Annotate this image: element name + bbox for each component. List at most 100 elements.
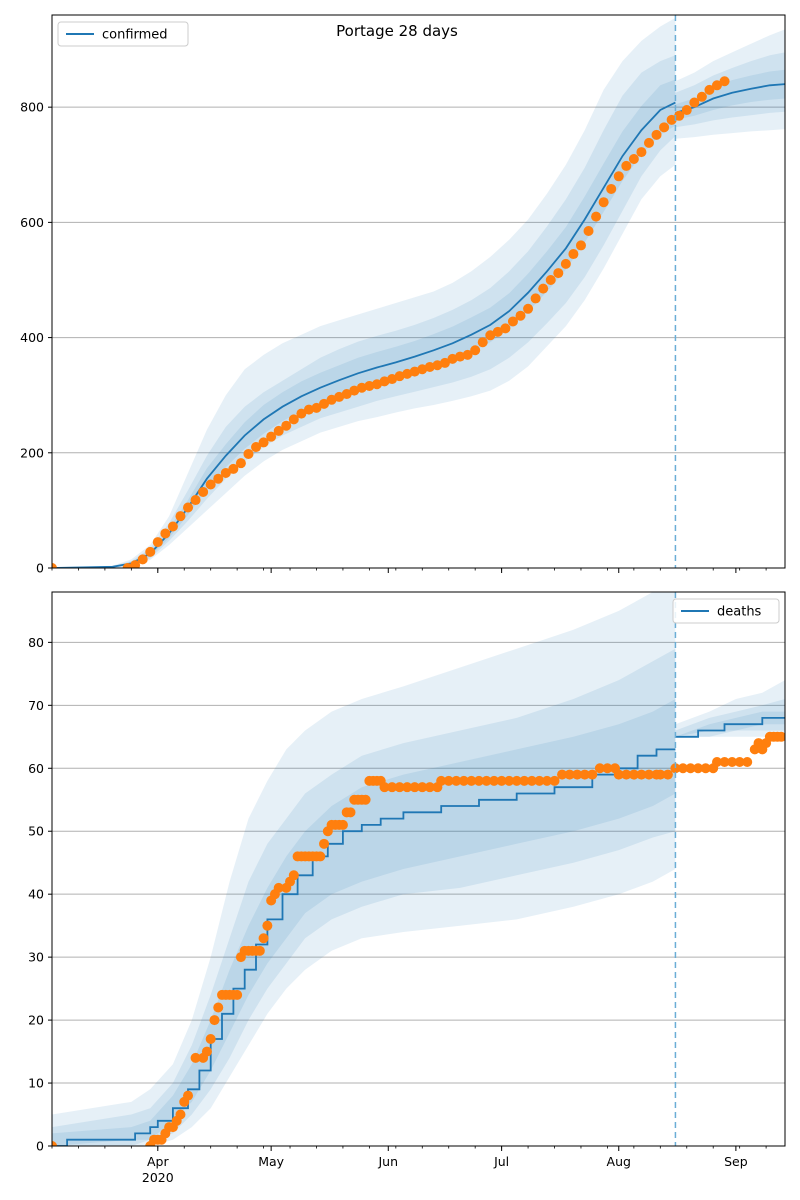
observed-point (655, 769, 666, 780)
observed-point (662, 769, 673, 780)
observed-point (572, 769, 583, 780)
observed-point (273, 882, 284, 893)
observed-point (568, 249, 579, 260)
observed-point (473, 775, 484, 786)
observed-point (258, 437, 269, 448)
observed-point (379, 782, 390, 793)
observed-point (288, 870, 299, 881)
observed-point (613, 171, 624, 182)
observed-point (334, 391, 345, 402)
observed-point (674, 110, 685, 121)
x-tick-label: Aug (607, 1154, 631, 1169)
observed-point (160, 528, 171, 539)
observed-point (500, 323, 511, 334)
observed-point (439, 357, 450, 368)
observed-point (719, 756, 730, 767)
plot-area (52, 17, 785, 568)
observed-point (262, 920, 273, 931)
observed-point (519, 775, 530, 786)
observed-point (602, 763, 613, 774)
y-tick-label: 80 (28, 635, 44, 650)
observed-point (52, 1141, 57, 1146)
observed-point (371, 379, 382, 390)
observed-point (451, 775, 462, 786)
confirmed-panel: 0 200 400 600 800 confirmed (20, 14, 786, 576)
forecast-band-1 (675, 680, 785, 737)
observed-point (636, 769, 647, 780)
observed-point (198, 486, 209, 497)
observed-point (303, 404, 314, 415)
observed-point (205, 1033, 216, 1044)
observed-point (311, 402, 322, 413)
observed-point (515, 310, 526, 321)
observed-point (432, 360, 443, 371)
observed-point (553, 268, 564, 279)
observed-point (466, 775, 477, 786)
observed-point (402, 782, 413, 793)
observed-point (251, 442, 262, 453)
observed-point (643, 769, 654, 780)
y-tick-label: 70 (28, 698, 44, 713)
observed-point (235, 458, 246, 469)
legend-label: confirmed (102, 28, 168, 43)
observed-point (341, 389, 352, 400)
observed-point (583, 226, 594, 237)
observed-point (205, 479, 216, 490)
observed-point (175, 511, 186, 522)
observed-point (598, 197, 609, 208)
y-tick-label: 50 (28, 824, 44, 839)
observed-point (470, 345, 481, 356)
observed-point (560, 258, 571, 269)
observed-point (243, 448, 254, 459)
observed-point (455, 351, 466, 362)
figure-title: Portage 28 days (336, 22, 458, 40)
observed-point (621, 769, 632, 780)
observed-point (507, 316, 518, 327)
legend-label: deaths (717, 605, 762, 620)
y-tick-label: 0 (36, 561, 44, 576)
observed-point (443, 775, 454, 786)
observed-point (409, 782, 420, 793)
observed-point (379, 376, 390, 387)
observed-point (387, 782, 398, 793)
observed-point (481, 775, 492, 786)
observed-point (447, 353, 458, 364)
observed-point (273, 425, 284, 436)
observed-point (315, 851, 326, 862)
observed-point (711, 756, 722, 767)
observed-point (564, 769, 575, 780)
observed-point (670, 763, 681, 774)
y-tick-label: 30 (28, 950, 44, 965)
forecast-band-2 (675, 699, 785, 737)
observed-point (541, 775, 552, 786)
observed-point (659, 122, 670, 133)
observed-point (417, 782, 428, 793)
legend: confirmed (57, 21, 189, 47)
observed-point (549, 775, 560, 786)
observed-point (436, 775, 447, 786)
observed-point (742, 756, 753, 767)
observed-point (183, 1090, 194, 1101)
observed-point (288, 414, 299, 425)
uncertainty-band-2 (52, 648, 676, 1146)
observed-point (424, 361, 435, 372)
observed-point (477, 337, 488, 348)
legend-box (672, 598, 780, 624)
legend: deaths (672, 598, 780, 624)
x-tick-label: Jun (378, 1154, 399, 1169)
observed-point (693, 763, 704, 774)
y-tick-label: 0 (36, 1139, 44, 1154)
observed-point (613, 769, 624, 780)
observed-point (496, 775, 507, 786)
observed-point (545, 274, 556, 285)
observed-point (538, 283, 549, 294)
x-tick-label: Sep (724, 1154, 748, 1169)
observed-point (575, 240, 586, 251)
observed-point (681, 105, 692, 116)
observed-point (666, 114, 677, 125)
observed-point (360, 794, 371, 805)
observed-point (167, 521, 178, 532)
forecast-band-2 (675, 52, 785, 128)
y-tick-label: 60 (28, 761, 44, 776)
